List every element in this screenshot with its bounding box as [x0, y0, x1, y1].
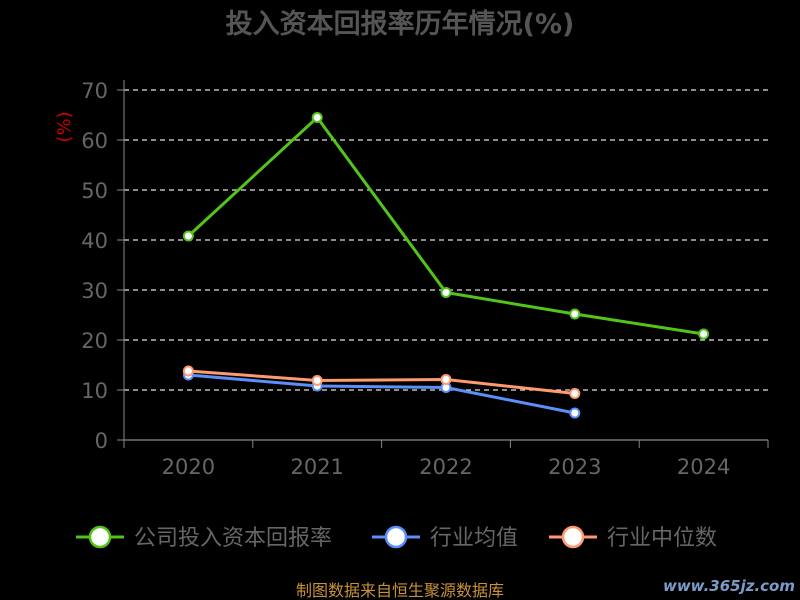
y-tick-label: 60 [81, 129, 108, 153]
x-tick-label: 2020 [162, 455, 215, 479]
y-tick-label: 20 [81, 329, 108, 353]
y-tick-label: 0 [95, 429, 108, 453]
series-line [188, 373, 576, 415]
series-1 [182, 369, 581, 419]
data-point[interactable] [698, 328, 710, 340]
data-point[interactable] [569, 407, 581, 419]
data-point[interactable] [311, 112, 323, 123]
legend-label: 行业均值 [430, 526, 518, 551]
x-tick-label: 2022 [419, 455, 472, 479]
series-0 [182, 112, 710, 340]
y-tick-labels: 0 10 20 30 40 50 60 70 [81, 79, 124, 453]
data-point[interactable] [440, 287, 452, 298]
y-tick-label: 70 [81, 79, 108, 103]
legend[interactable]: 公司投入资本回报率 行业均值 行业中位数 [76, 525, 717, 551]
legend-marker [561, 525, 585, 549]
chart-title: 投入资本回报率历年情况(%) [226, 8, 575, 40]
y-tick-label: 30 [81, 279, 108, 303]
data-point[interactable] [182, 365, 194, 377]
data-point[interactable] [311, 375, 323, 386]
data-source-note: 制图数据来自恒生聚源数据库 [296, 581, 504, 600]
data-point[interactable] [569, 388, 581, 399]
grid-lines [124, 89, 768, 391]
y-axis-label: (%) [54, 111, 75, 142]
data-point[interactable] [440, 374, 452, 385]
legend-item[interactable]: 公司投入资本回报率 [76, 525, 332, 551]
data-point[interactable] [182, 230, 194, 242]
watermark: www.365jz.com [663, 577, 795, 595]
x-tick-label: 2021 [290, 455, 343, 479]
y-tick-label: 50 [81, 179, 108, 203]
y-tick-label: 10 [81, 379, 108, 403]
y-tick-label: 40 [81, 229, 108, 253]
legend-marker [88, 525, 112, 549]
legend-item[interactable]: 行业中位数 [549, 525, 717, 551]
series-2 [182, 365, 581, 399]
legend-marker [384, 525, 408, 549]
legend-label: 公司投入资本回报率 [134, 526, 332, 551]
series-line [187, 116, 704, 336]
x-tick-label: 2023 [548, 455, 601, 479]
legend-label: 行业中位数 [607, 526, 717, 551]
x-tick-label: 2024 [677, 455, 730, 479]
legend-item[interactable]: 行业均值 [372, 525, 518, 551]
series-line [188, 369, 575, 395]
data-point[interactable] [569, 308, 581, 320]
x-tick-labels: 2020 2021 2022 2023 2024 [162, 455, 731, 479]
series-layer [182, 112, 710, 419]
